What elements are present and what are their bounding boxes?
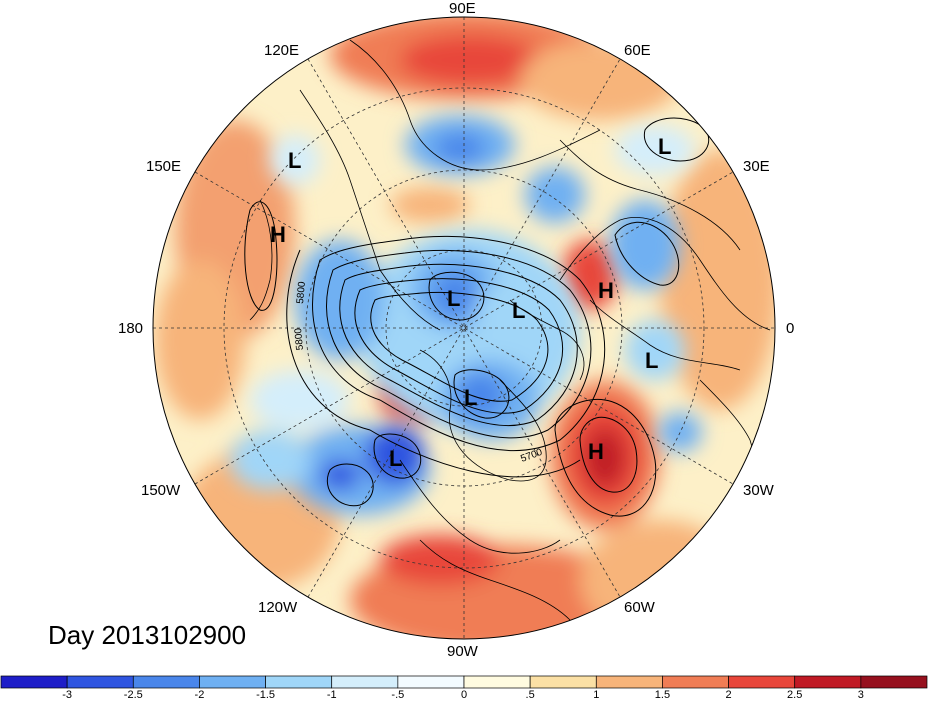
colorbar-segment	[66, 675, 134, 689]
lon-label-90w: 90W	[447, 643, 478, 660]
lon-label-180: 180	[118, 320, 144, 337]
day-title: Day 2013102900	[48, 620, 247, 650]
colorbar-segment	[0, 675, 68, 689]
pressure-system-low: L	[464, 385, 477, 410]
colorbar-segment	[397, 675, 465, 689]
pressure-system-low: L	[658, 134, 671, 159]
colorbar-tick-label: 1.5	[654, 689, 671, 701]
lon-label-150e: 150E	[146, 158, 182, 175]
lon-label-60e: 60E	[624, 42, 651, 59]
colorbar-segment	[265, 675, 333, 689]
colorbar-segment	[794, 675, 862, 689]
pressure-system-low: L	[447, 286, 460, 311]
colorbar-segment	[463, 675, 531, 689]
pressure-system-high: H	[588, 439, 604, 464]
map-boundary	[152, 16, 776, 640]
colorbar-tick-label: -.5	[391, 689, 405, 701]
colorbar-segment	[595, 675, 663, 689]
pressure-system-low: L	[389, 446, 402, 471]
colorbar-segment	[529, 675, 597, 689]
pressure-system-low: L	[288, 148, 301, 173]
colorbar-tick-label: 0	[460, 689, 468, 701]
coastlines	[249, 39, 771, 621]
colorbar-segment	[199, 675, 266, 689]
colorbar-segment	[728, 675, 796, 689]
colorbar	[0, 675, 928, 689]
colorbar-segment	[132, 675, 200, 689]
colorbar-tick-label: -2	[194, 689, 205, 701]
colorbar-tick-label: -1	[326, 689, 337, 701]
pressure-system-high: H	[270, 222, 286, 247]
colorbar-tick-label: .5	[525, 689, 535, 701]
colorbar-tick-label: -3	[62, 689, 73, 701]
colorbar-segment	[662, 675, 729, 689]
lon-label-120w: 120W	[258, 599, 298, 616]
lon-label-120e: 120E	[264, 42, 300, 59]
colorbar-tick-label: 2	[725, 689, 732, 701]
pressure-system-low: L	[645, 348, 658, 373]
colorbar-segment	[331, 675, 399, 689]
contour-label-5800-lower: 5800	[293, 327, 306, 351]
contour-label-5800-upper: 5800	[295, 281, 308, 305]
pressure-system-high: H	[598, 278, 614, 303]
lon-label-0: 0	[786, 320, 795, 337]
colorbar-tick-label: 1	[593, 689, 600, 701]
colorbar-tick-label: 3	[857, 689, 864, 701]
colorbar-tick-label: -1.5	[256, 689, 276, 701]
colorbar-tick-label: 2.5	[787, 689, 803, 701]
lon-label-30w: 30W	[743, 482, 774, 499]
lon-label-150w: 150W	[141, 482, 181, 499]
pressure-systems: L L H L L H L L L H	[270, 134, 671, 471]
pressure-system-low: L	[512, 298, 525, 323]
height-contours	[244, 117, 710, 517]
lon-label-30e: 30E	[743, 158, 770, 175]
colorbar-tick-label: -2.5	[123, 689, 143, 701]
graticule	[153, 17, 775, 639]
lon-label-60w: 60W	[624, 599, 655, 616]
colorbar-segment	[860, 675, 928, 689]
lon-label-90e: 90E	[449, 0, 476, 17]
